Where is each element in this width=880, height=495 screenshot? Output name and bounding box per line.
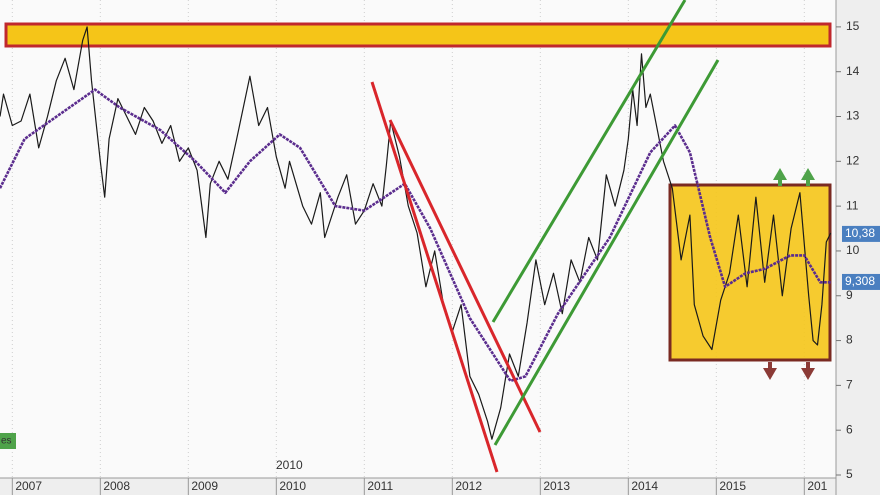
y-tick-label: 6 <box>846 422 853 436</box>
trend-line <box>388 119 542 433</box>
x-tick-label: 2012 <box>455 479 482 493</box>
range-box <box>668 183 832 362</box>
y-tick-label: 11 <box>846 198 859 212</box>
legend-fragment: es <box>1 436 12 447</box>
x-tick-label: 2011 <box>367 479 393 493</box>
y-tick-label: 5 <box>846 467 853 481</box>
x-axis-panel <box>0 478 836 495</box>
resistance-band <box>4 22 832 48</box>
y-tick-label: 12 <box>846 153 860 167</box>
annotation: 2010 <box>276 458 303 472</box>
trend-line <box>493 59 720 446</box>
down-arrow <box>763 362 777 380</box>
trend-line <box>491 0 687 323</box>
y-tick-label: 13 <box>846 109 860 123</box>
last-value-box <box>842 273 880 290</box>
up-arrow <box>773 168 787 186</box>
y-tick-label: 9 <box>846 288 853 302</box>
x-tick-label: 2008 <box>103 479 130 493</box>
y-tick-label: 15 <box>846 19 860 33</box>
last-value-box <box>842 225 880 242</box>
y-tick-label: 8 <box>846 333 853 347</box>
last-value-label: 10,38 <box>845 226 875 240</box>
up-arrow <box>801 168 815 186</box>
x-tick-label: 2009 <box>191 479 218 493</box>
x-tick-label: 2013 <box>543 479 570 493</box>
x-tick-label: 2010 <box>279 479 306 493</box>
x-tick-label: 201 <box>807 479 827 493</box>
moving-average-line <box>0 88 831 383</box>
last-value-label: 9,308 <box>845 274 875 288</box>
down-arrow <box>801 362 815 380</box>
series-group <box>0 26 832 440</box>
legend-chip <box>0 433 16 449</box>
y-tick-label: 14 <box>846 64 860 78</box>
trend-line <box>370 81 499 473</box>
axis-labels: 5 6 7 8 9 10 11 12 13 14 15 2007 2008 2009 2010 2011 201… <box>11 19 880 495</box>
x-tick-label: 2007 <box>15 479 42 493</box>
x-tick-label: 2014 <box>631 479 658 493</box>
y-tick-label: 10 <box>846 243 860 257</box>
x-tick-label: 2015 <box>719 479 746 493</box>
y-tick-label: 7 <box>846 378 853 392</box>
axis-panel <box>836 0 880 495</box>
price-line <box>0 26 832 440</box>
